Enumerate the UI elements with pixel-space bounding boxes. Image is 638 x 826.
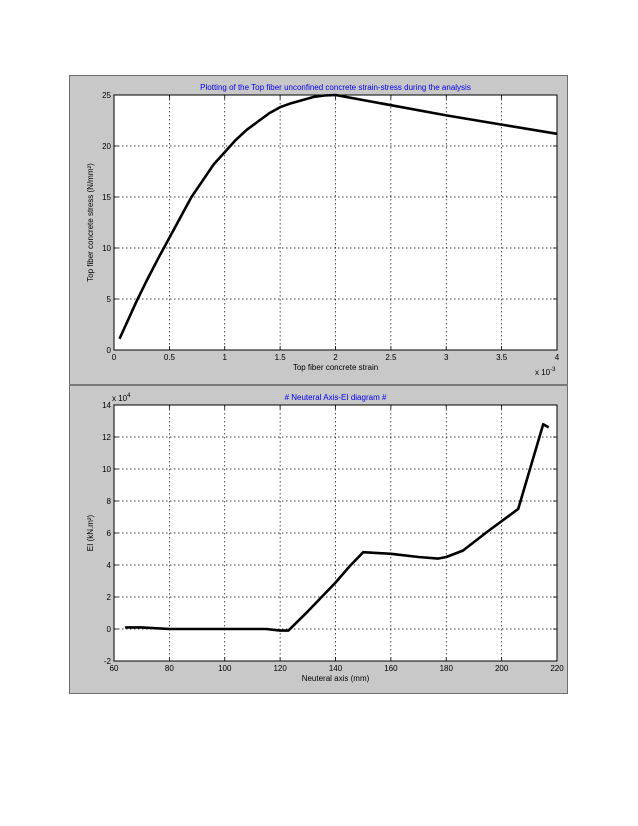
p2-ytick-label: 14: [102, 401, 111, 410]
neutral-axis-grid: [114, 405, 557, 661]
p2-xtick-label: 220: [550, 664, 564, 673]
neutral-axis-ylabel: EI (kN.m²): [86, 514, 95, 551]
stress-strain-curve: [118, 93, 558, 340]
neutral-axis-y-multiplier-base: x 10: [112, 394, 128, 403]
neutral-axis-title: # Neuteral Axis-EI diagram #: [285, 393, 387, 402]
p2-xtick-label: 180: [440, 664, 454, 673]
stress-strain-grid: [114, 95, 557, 350]
stress-strain-xlabel: Top fiber concrete strain: [293, 363, 378, 372]
p2-ytick-label: -2: [104, 657, 112, 666]
p2-xtick-label: 100: [218, 664, 232, 673]
p1-xtick-label: 1.5: [275, 353, 287, 362]
p2-ytick-label: 4: [107, 561, 112, 570]
p1-xtick-label: 1: [223, 353, 228, 362]
neutral-axis-ei-plot: 60 80 100 120 140 160 180 200 220 -2 0 2 4 6 8 10 12 14 #…: [86, 393, 564, 683]
p2-ytick-label: 8: [107, 497, 112, 506]
p1-xtick-label: 3: [444, 353, 449, 362]
neutral-axis-ei-curve: [125, 422, 550, 632]
neutral-axis-y-multiplier: x 104: [112, 393, 131, 403]
p1-ytick-label: 0: [107, 346, 112, 355]
p1-ytick-label: 15: [102, 193, 111, 202]
p1-ytick-label: 25: [102, 91, 111, 100]
p1-xtick-label: 2.5: [385, 353, 397, 362]
stress-strain-x-multiplier-exponent: -3: [550, 367, 556, 373]
p2-ytick-label: 6: [107, 529, 112, 538]
p1-xtick-label: 0: [112, 353, 117, 362]
p2-xtick-label: 120: [273, 664, 287, 673]
p1-xtick-label: 4: [555, 353, 560, 362]
p2-xtick-label: 60: [110, 664, 119, 673]
p2-xtick-label: 80: [165, 664, 174, 673]
neutral-axis-xlabel: Neuteral axis (mm): [302, 674, 370, 683]
stress-strain-plot: 0 0.5 1 1.5 2 2.5 3 3.5 4 0 5 10 15 20 25 Plotting of …: [86, 83, 560, 377]
p1-ytick-label: 20: [102, 142, 111, 151]
stress-strain-title: Plotting of the Top fiber unconfined con…: [200, 83, 471, 92]
p1-xtick-label: 3.5: [496, 353, 508, 362]
p2-ytick-label: 10: [102, 465, 111, 474]
p2-xtick-label: 140: [329, 664, 343, 673]
neutral-axis-ticks: 60 80 100 120 140 160 180 200 220 -2 0 2 4 6 8 10 12 14: [102, 401, 564, 673]
p2-xtick-label: 200: [495, 664, 509, 673]
p1-xtick-label: 0.5: [164, 353, 176, 362]
stress-strain-ticks: 0 0.5 1 1.5 2 2.5 3 3.5 4 0 5 10 15 20 25: [102, 91, 560, 362]
p2-ytick-label: 12: [102, 433, 111, 442]
p1-xtick-label: 2: [333, 353, 338, 362]
plot-divider: [69, 384, 568, 386]
p2-xtick-label: 160: [384, 664, 398, 673]
stress-strain-x-multiplier: x 10-3: [535, 367, 556, 377]
p2-ytick-label: 2: [107, 593, 112, 602]
stress-strain-ylabel: Top fiber concrete stress (N/mm²): [86, 163, 95, 282]
p2-ytick-label: 0: [107, 625, 112, 634]
p1-ytick-label: 5: [107, 295, 112, 304]
stress-strain-x-multiplier-base: x 10: [535, 368, 551, 377]
p1-ytick-label: 10: [102, 244, 111, 253]
neutral-axis-y-multiplier-exponent: 4: [127, 393, 131, 399]
